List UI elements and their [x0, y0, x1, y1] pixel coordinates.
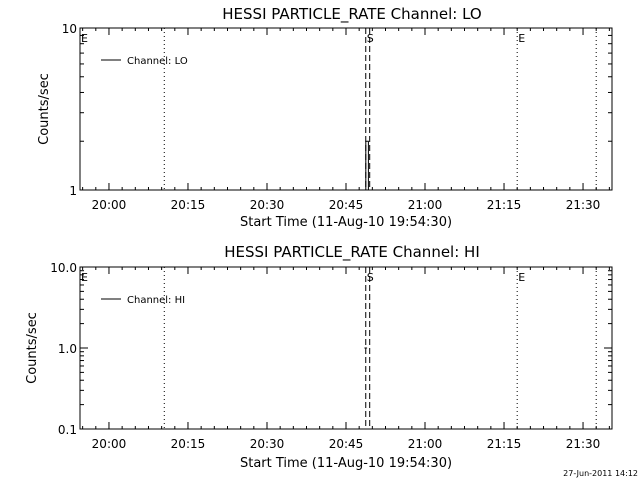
x-tick-label: 20:45 — [329, 437, 364, 451]
chart-title: HESSI PARTICLE_RATE Channel: LO — [222, 5, 481, 24]
y-axis-label: Counts/sec — [25, 312, 40, 384]
x-tick-label: 20:30 — [250, 198, 285, 212]
y-tick-label: 0.1 — [58, 423, 77, 437]
x-tick-label: 21:00 — [408, 437, 443, 451]
chart-panel-1: HESSI PARTICLE_RATE Channel: HI E S E 20:00 2… — [25, 243, 613, 471]
chart-title: HESSI PARTICLE_RATE Channel: HI — [224, 243, 480, 262]
x-tick-label: 20:45 — [329, 198, 364, 212]
x-tick-label: 21:30 — [566, 198, 601, 212]
chart-panel-0: HESSI PARTICLE_RATE Channel: LO E S E 20:00 2… — [37, 5, 613, 230]
x-tick-label: 20:15 — [171, 198, 206, 212]
footer-timestamp: 27-Jun-2011 14:12 — [563, 469, 638, 478]
legend-label: Channel: LO — [127, 56, 188, 67]
x-tick-label: 20:15 — [171, 437, 206, 451]
plot-frame — [79, 27, 613, 191]
x-tick-label: 21:30 — [566, 437, 601, 451]
event-marker-label: E — [518, 32, 525, 45]
x-axis-label: Start Time (11-Aug-10 19:54:30) — [240, 215, 452, 230]
x-tick-label: 20:00 — [92, 437, 127, 451]
x-tick-label: 21:15 — [487, 198, 522, 212]
event-marker-label: S — [367, 32, 374, 45]
event-marker-label: S — [367, 271, 374, 284]
x-axis-label: Start Time (11-Aug-10 19:54:30) — [240, 456, 452, 471]
y-tick-label: 10 — [62, 22, 77, 36]
series-line — [364, 140, 370, 191]
x-tick-label: 20:30 — [250, 437, 285, 451]
y-tick-label: 10.0 — [50, 261, 77, 275]
event-marker-label: E — [81, 271, 88, 284]
x-tick-label: 21:00 — [408, 198, 443, 212]
y-tick-label: 1.0 — [58, 342, 77, 356]
y-axis-label: Counts/sec — [37, 73, 52, 145]
event-marker-label: E — [81, 32, 88, 45]
x-tick-label: 21:15 — [487, 437, 522, 451]
x-tick-label: 20:00 — [92, 198, 127, 212]
y-tick-label: 1 — [69, 184, 77, 198]
legend-label: Channel: HI — [127, 295, 185, 306]
plot-frame — [79, 266, 613, 430]
event-marker-label: E — [518, 271, 525, 284]
